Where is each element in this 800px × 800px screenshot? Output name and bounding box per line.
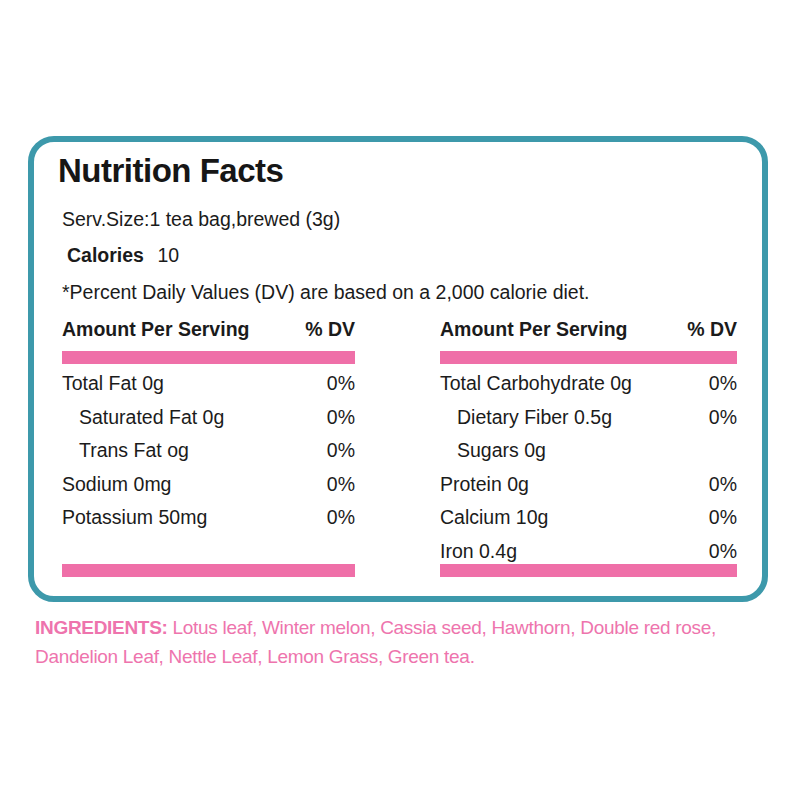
column-header: Amount Per Serving % DV — [62, 318, 355, 344]
percent-dv-heading: % DV — [687, 318, 737, 341]
nutrient-row: Trans Fat og 0% — [62, 434, 355, 468]
nutrient-dv: 0% — [327, 372, 355, 395]
nutrient-name: Dietary Fiber 0.5g — [440, 406, 612, 429]
nutrient-dv: 0% — [327, 506, 355, 529]
nutrient-name: Potassium 50mg — [62, 506, 207, 529]
pink-divider-bar — [62, 351, 355, 364]
nutrient-dv: 0% — [327, 439, 355, 462]
nutrient-dv: 0% — [709, 473, 737, 496]
ingredients-label: INGREDIENTS: — [35, 617, 168, 638]
nutrient-row: Sugars 0g — [440, 434, 737, 468]
nutrient-row: Total Fat 0g 0% — [62, 367, 355, 401]
nutrient-dv: 0% — [709, 406, 737, 429]
nutrient-row: Iron 0.4g 0% — [440, 535, 737, 569]
nutrient-row: Saturated Fat 0g 0% — [62, 401, 355, 435]
nutrient-dv: 0% — [327, 406, 355, 429]
nutrient-row: Calcium 10g 0% — [440, 501, 737, 535]
nutrient-name: Calcium 10g — [440, 506, 548, 529]
nutrient-row: Potassium 50mg 0% — [62, 501, 355, 535]
nutrient-dv: 0% — [709, 540, 737, 563]
nutrient-row: Sodium 0mg 0% — [62, 468, 355, 502]
nutrient-name: Trans Fat og — [62, 439, 189, 462]
calories-value: 10 — [157, 244, 179, 266]
amount-per-serving-heading: Amount Per Serving — [62, 318, 249, 341]
column-header: Amount Per Serving % DV — [440, 318, 737, 344]
nutrient-dv: 0% — [709, 372, 737, 395]
nutrient-name: Total Fat 0g — [62, 372, 164, 395]
nutrient-rows: Total Carbohydrate 0g 0% Dietary Fiber 0… — [440, 367, 737, 568]
percent-dv-heading: % DV — [305, 318, 355, 341]
nutrient-name: Protein 0g — [440, 473, 529, 496]
ingredients-paragraph: INGREDIENTS: Lotus leaf, Winter melon, C… — [35, 613, 751, 671]
nutrient-row: Protein 0g 0% — [440, 468, 737, 502]
nutrient-name: Sugars 0g — [440, 439, 546, 462]
calories-label: Calories — [67, 244, 144, 266]
nutrient-dv: 0% — [709, 506, 737, 529]
nutrition-facts-panel: Nutrition Facts Serv.Size:1 tea bag,brew… — [28, 136, 768, 602]
nutrition-column-left: Amount Per Serving % DV Total Fat 0g 0% … — [62, 318, 355, 578]
nutrient-name: Total Carbohydrate 0g — [440, 372, 632, 395]
pink-divider-bar — [440, 564, 737, 577]
pink-divider-bar — [440, 351, 737, 364]
pink-divider-bar — [62, 564, 355, 577]
nutrient-name: Iron 0.4g — [440, 540, 517, 563]
amount-per-serving-heading: Amount Per Serving — [440, 318, 627, 341]
nutrient-name: Saturated Fat 0g — [62, 406, 224, 429]
nutrition-column-right: Amount Per Serving % DV Total Carbohydra… — [440, 318, 737, 578]
calories-row: Calories 10 — [67, 244, 179, 267]
nutrient-row: Total Carbohydrate 0g 0% — [440, 367, 737, 401]
nutrient-row: Dietary Fiber 0.5g 0% — [440, 401, 737, 435]
nutrient-dv: 0% — [327, 473, 355, 496]
nutrient-name: Sodium 0mg — [62, 473, 171, 496]
nutrition-label-page: Nutrition Facts Serv.Size:1 tea bag,brew… — [0, 0, 800, 800]
daily-value-note: *Percent Daily Values (DV) are based on … — [62, 281, 590, 304]
page-title: Nutrition Facts — [58, 152, 283, 190]
serving-size-text: Serv.Size:1 tea bag,brewed (3g) — [62, 208, 340, 231]
nutrient-rows: Total Fat 0g 0% Saturated Fat 0g 0% Tran… — [62, 367, 355, 535]
